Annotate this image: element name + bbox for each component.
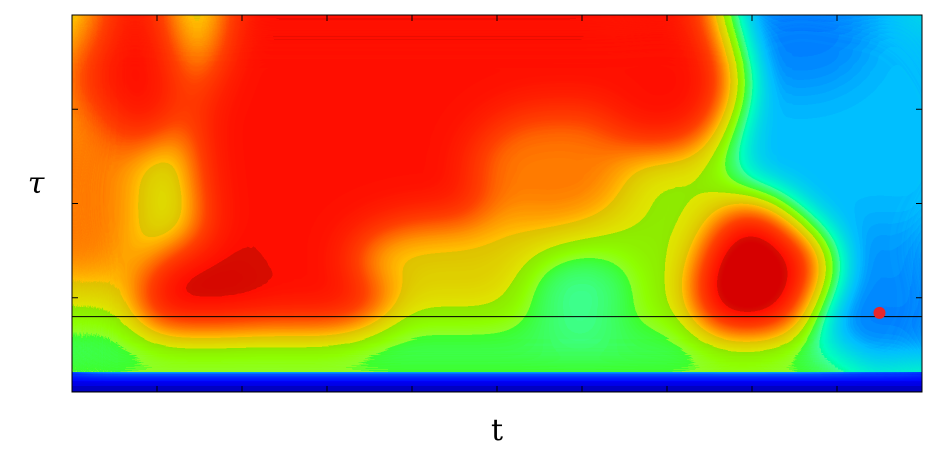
y-axis-label: τ [28,166,45,201]
x-axis-ticks [156,15,838,392]
heatmap-field [72,15,922,392]
y-axis-ticks [72,108,922,299]
x-axis-label: t [491,413,503,448]
marker-point [873,306,886,319]
